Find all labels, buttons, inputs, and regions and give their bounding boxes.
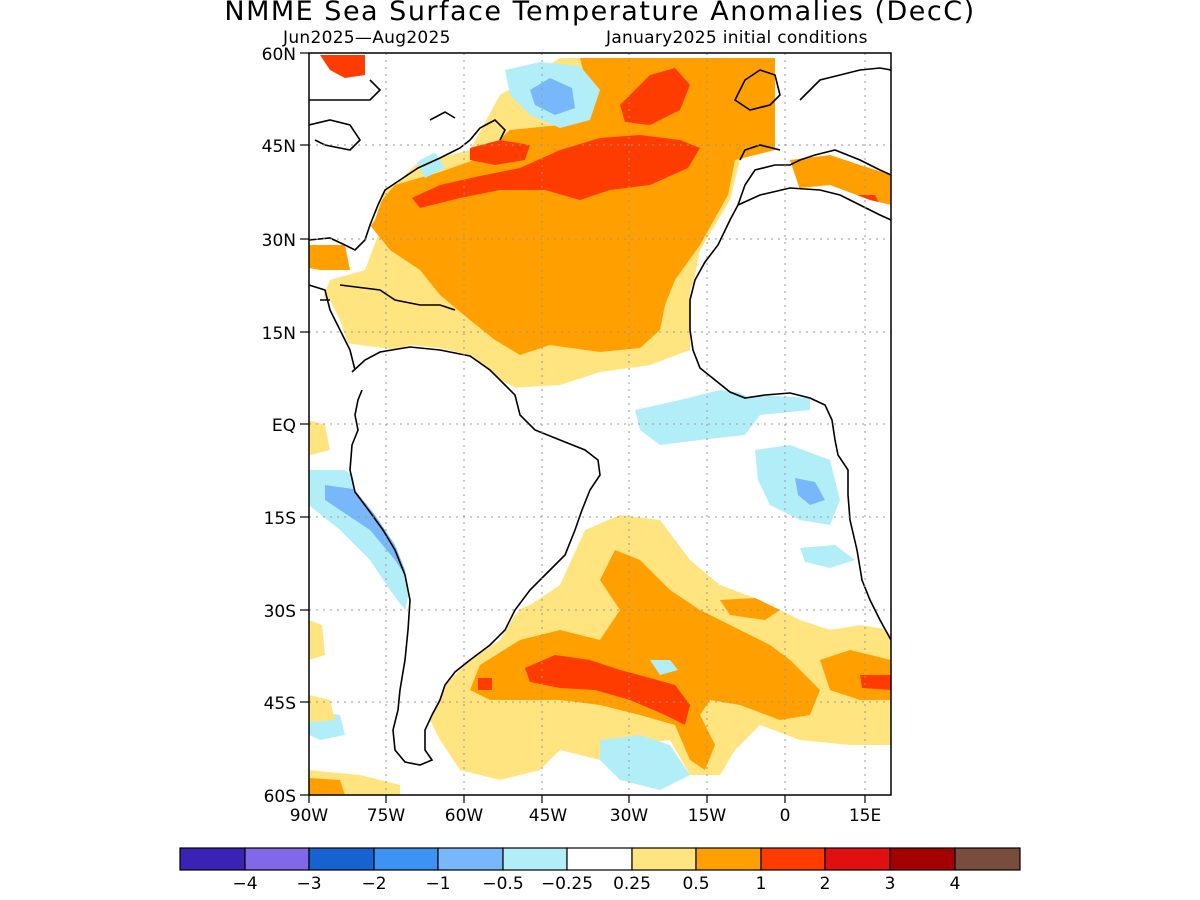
colorbar-box-13 (954, 847, 1021, 871)
anomaly-area-cool-tropical (635, 390, 810, 445)
colorbar-label-12: 4 (950, 874, 961, 894)
colorbar-label-3: −2 (361, 874, 386, 894)
colorbar-box-8 (631, 847, 697, 871)
anomaly-area-red-south-2 (860, 675, 891, 690)
anomaly-area-cool-angola (800, 545, 855, 568)
lon-label-0: 0 (780, 806, 791, 826)
lon-label-60w: 60W (445, 806, 484, 826)
colorbar-label-6: −0.25 (541, 874, 593, 894)
colorbar-box-10 (760, 847, 826, 871)
anomaly-fields (309, 55, 891, 795)
colorbar-box-12 (889, 847, 956, 871)
anomaly-area-red-south-3 (478, 678, 492, 690)
colorbar-box-5 (437, 847, 504, 871)
colorbar-box-2 (244, 847, 310, 871)
anomaly-area-orange-gulf (309, 245, 350, 270)
colorbar-box-1 (179, 847, 246, 871)
anomaly-area-red-nw (320, 55, 365, 78)
anomaly-area-orange-south-3 (720, 598, 780, 620)
lat-label-45n: 45N (262, 137, 296, 157)
forecast-period: Jun2025—Aug2025 (283, 28, 451, 48)
anomaly-area-red-south (525, 655, 690, 725)
land-north-america (309, 110, 460, 240)
lon-label-45w: 45W (529, 806, 568, 826)
anomaly-area-yellow-pacific-w (309, 420, 330, 455)
coastline-caribbean (309, 284, 456, 371)
anomaly-area-orange-far-south (309, 778, 345, 795)
colorbar-box-7 (566, 847, 633, 871)
coastlines (309, 67, 891, 766)
anomaly-area-red-north (412, 135, 700, 208)
lon-label-90w: 90W (290, 806, 329, 826)
colorbar-box-4 (373, 847, 439, 871)
anomaly-area-blue-gulf-guinea (795, 478, 825, 505)
lon-label-15e: 15E (849, 806, 881, 826)
coastline-north-america (309, 79, 506, 251)
lat-label-15s: 15S (264, 509, 296, 529)
coastline-south-america (349, 346, 601, 766)
lon-label-75w: 75W (367, 806, 406, 826)
lat-label-15n: 15N (262, 324, 296, 344)
land-south-america (350, 345, 600, 765)
coastline-europe (733, 67, 891, 206)
anomaly-area-cool-south-1 (600, 735, 690, 790)
lon-label-30w: 30W (610, 806, 649, 826)
colorbar-box-9 (695, 847, 762, 871)
colorbar-label-5: −0.5 (482, 874, 523, 894)
anomaly-area-yellow-pacific-w3 (309, 695, 335, 722)
colorbar-label-10: 2 (820, 874, 831, 894)
lon-label-15w: 15W (688, 806, 727, 826)
coastline-africa (689, 187, 891, 641)
anomaly-area-cool-north-2 (530, 78, 575, 115)
lat-label-30n: 30N (262, 231, 296, 251)
initial-conditions: January2025 initial conditions (606, 28, 868, 48)
colorbar-box-6 (502, 847, 568, 871)
colorbar (179, 847, 1021, 871)
land-africa (690, 185, 891, 635)
land-europe (775, 58, 891, 160)
lat-label-30s: 30S (264, 602, 296, 622)
colorbar-label-8: 0.5 (682, 874, 709, 894)
lat-label-45s: 45S (264, 694, 296, 714)
colorbar-label-2: −3 (296, 874, 321, 894)
colorbar-label-1: −4 (232, 874, 257, 894)
colorbar-label-9: 1 (756, 874, 767, 894)
colorbar-box-3 (308, 847, 375, 871)
anomaly-area-yellow-pacific-w2 (309, 620, 325, 660)
grid (309, 53, 891, 795)
colorbar-label-4: −1 (425, 874, 450, 894)
map-title: NMME Sea Surface Temperature Anomalies (… (224, 0, 976, 27)
anomaly-area-red-north-2 (620, 68, 690, 125)
anomaly-area-red-north-3 (470, 140, 530, 165)
anomaly-area-orange-north (370, 58, 775, 355)
lat-label-eq: EQ (272, 416, 296, 436)
lat-label-60n: 60N (262, 45, 296, 65)
colorbar-label-11: 3 (885, 874, 896, 894)
land-central-america (309, 290, 360, 375)
anomaly-area-cool-south-3 (650, 660, 678, 675)
anomaly-area-blue-pacific (325, 485, 408, 575)
anomaly-area-yellow-caribbean (320, 290, 465, 355)
colorbar-label-7: 0.25 (613, 874, 651, 894)
anomaly-area-orange-south (470, 550, 820, 770)
lat-label-60s: 60S (264, 787, 296, 807)
colorbar-box-11 (824, 847, 891, 871)
